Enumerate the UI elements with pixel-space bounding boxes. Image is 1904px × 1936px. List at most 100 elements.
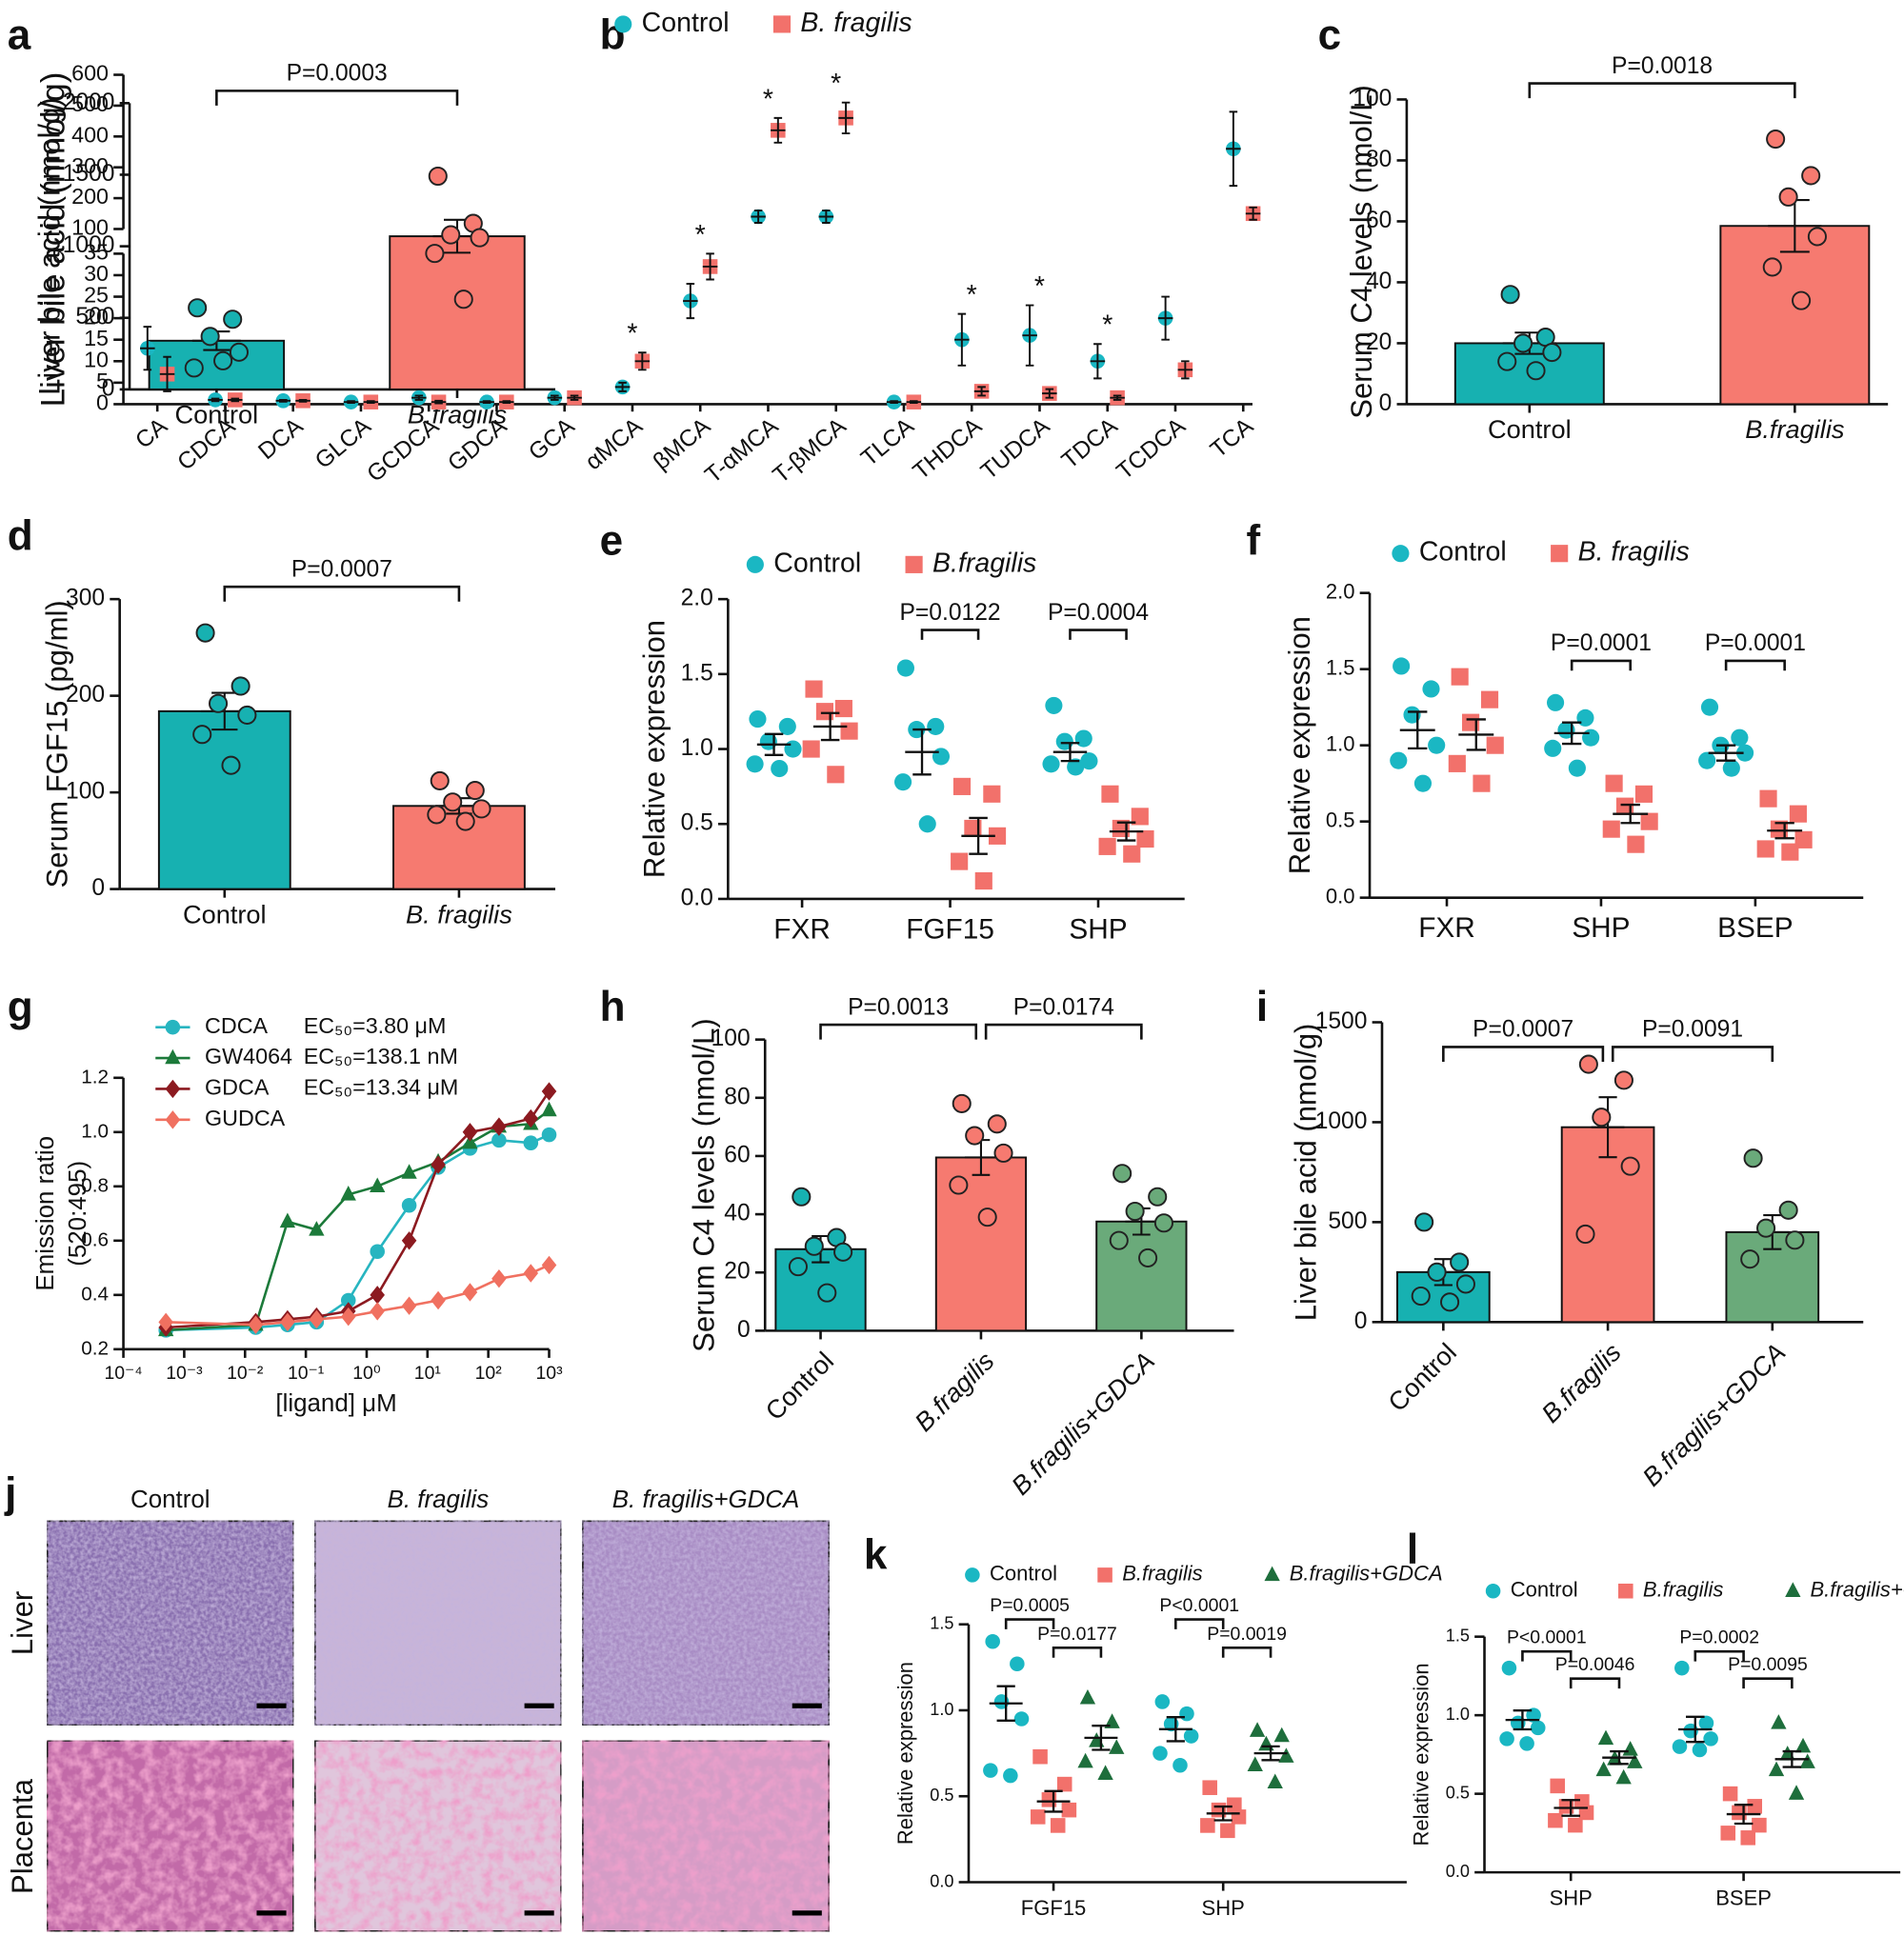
data-point — [1501, 1660, 1517, 1676]
data-point — [1148, 1187, 1168, 1207]
data-point — [370, 1302, 385, 1321]
significance-bracket — [1724, 659, 1786, 671]
significance-bracket — [1521, 1649, 1573, 1662]
x-tick-label: T-αMCA — [700, 413, 783, 489]
data-point — [805, 680, 823, 698]
data-point — [1720, 1826, 1736, 1841]
legend-label: B.fragilis+GDCA — [1810, 1578, 1904, 1602]
data-point — [827, 766, 845, 784]
data-point — [462, 1283, 478, 1302]
data-point — [1131, 808, 1149, 826]
data-point — [1768, 1761, 1785, 1777]
liver-image — [581, 1519, 831, 1727]
y-tick-label: 300 — [66, 586, 105, 611]
data-point — [229, 342, 249, 362]
data-point — [200, 327, 220, 347]
data-point — [1568, 1817, 1583, 1833]
y-tick-label: 2.0 — [681, 586, 713, 611]
significance-bracket — [1611, 1046, 1774, 1062]
data-point — [1731, 728, 1749, 747]
data-point — [1789, 805, 1807, 823]
y-tick-label: 40 — [1366, 269, 1392, 294]
data-point — [213, 350, 233, 370]
data-point — [462, 1133, 478, 1149]
x-tick-label: Control — [759, 1346, 839, 1426]
error-bar — [1052, 742, 1088, 763]
x-tick-label: B. fragilis — [406, 899, 512, 928]
data-point — [1013, 1711, 1030, 1726]
legend-label: Control — [773, 548, 861, 578]
data-point — [1061, 1802, 1077, 1818]
data-point — [1032, 1748, 1048, 1765]
data-point — [788, 1257, 808, 1277]
data-point — [401, 1164, 417, 1179]
y-tick-label: 0.5 — [930, 1786, 953, 1805]
data-point — [1672, 1739, 1688, 1754]
data-point — [401, 1231, 417, 1250]
data-point — [1273, 1726, 1290, 1743]
data-point — [802, 740, 820, 758]
data-point — [1045, 696, 1063, 714]
panel-letter: k — [864, 1531, 888, 1578]
data-point — [462, 1123, 478, 1142]
row-label: Placenta — [6, 1778, 39, 1894]
data-point — [340, 1307, 356, 1327]
legend-marker — [165, 1110, 181, 1129]
data-point — [918, 815, 936, 833]
x-tick-label: 10⁰ — [352, 1363, 380, 1384]
p-value: P=0.0005 — [990, 1595, 1070, 1616]
legend-marker — [772, 15, 792, 33]
data-point — [427, 805, 447, 825]
data-point — [1440, 1292, 1460, 1312]
data-point — [1807, 227, 1827, 247]
data-point — [1785, 1230, 1805, 1250]
data-point — [221, 755, 241, 775]
x-tick-label: B.fragilis — [1745, 414, 1845, 444]
data-point — [1698, 1715, 1714, 1731]
error-bar — [1678, 1715, 1713, 1744]
data-point — [987, 1114, 1007, 1134]
error-bar — [1591, 1096, 1625, 1159]
error-bar — [634, 351, 651, 371]
data-point — [1597, 1729, 1614, 1746]
significance-star: * — [627, 319, 637, 349]
y-tick-label: 10 — [84, 347, 109, 371]
p-value: P=0.0046 — [1555, 1654, 1635, 1675]
data-point — [1080, 752, 1098, 770]
data-point — [455, 811, 475, 831]
error-bar — [989, 1685, 1023, 1722]
data-point — [1414, 1212, 1434, 1232]
data-point — [184, 358, 204, 378]
data-point — [1428, 736, 1446, 754]
data-point — [1231, 1809, 1247, 1825]
x-tick-label: GCDCA — [363, 413, 445, 488]
significance-bracket — [1442, 1046, 1605, 1062]
data-point — [223, 309, 243, 329]
y-tick-label: 0.5 — [1446, 1783, 1470, 1802]
x-tick-label: GCA — [524, 413, 580, 466]
data-point — [1756, 1218, 1776, 1238]
y-tick-label: 20 — [724, 1259, 750, 1285]
data-point — [896, 659, 914, 677]
y-tick-label: 0 — [96, 390, 109, 415]
data-point — [1393, 657, 1411, 675]
data-point — [1413, 774, 1433, 792]
y-tick-label: 0 — [1379, 390, 1393, 416]
significance-bracket — [1742, 1677, 1794, 1689]
data-point — [541, 1255, 557, 1275]
row-label: Liver — [6, 1591, 39, 1655]
data-point — [749, 709, 767, 728]
data-point — [1249, 1722, 1266, 1737]
y-tick-label: 2000 — [63, 90, 115, 115]
data-point — [1042, 755, 1060, 773]
y-axis-label: Liver bile acid (nmol/g) — [33, 97, 67, 395]
p-value: P=0.0001 — [1705, 630, 1806, 656]
error-bar — [1553, 1799, 1588, 1817]
data-point — [309, 1309, 325, 1329]
significance-bracket — [1174, 1618, 1225, 1629]
data-point — [833, 1242, 853, 1262]
error-bar — [751, 210, 766, 224]
y-tick-label: 0.0 — [930, 1871, 953, 1890]
x-tick-label: B.fragilis+GDCA — [1636, 1337, 1791, 1491]
data-point — [983, 1763, 998, 1778]
